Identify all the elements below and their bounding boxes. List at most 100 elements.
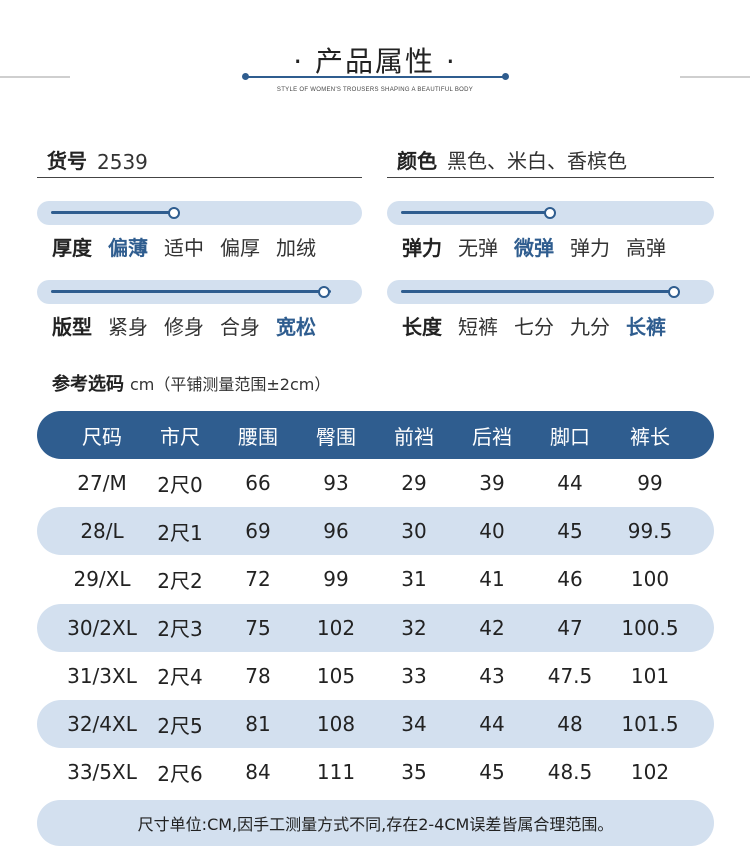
elasticity-label: 弹力 [402, 235, 442, 260]
table-cell: 105 [316, 663, 356, 688]
color-value: 黑色、米白、香槟色 [447, 149, 627, 173]
table-cell: 39 [479, 471, 505, 496]
size-chart-footer-note: 尺寸单位:CM,因手工测量方式不同,存在2-4CM误差皆属合理范围。 [37, 800, 714, 846]
table-cell: 2尺2 [157, 568, 203, 593]
color-label: 颜色 [397, 149, 437, 173]
elasticity-options: 弹力 无弹 微弹 弹力 高弹 [402, 231, 682, 261]
table-cell: 45 [479, 760, 505, 785]
table-cell: 44 [557, 471, 583, 496]
size-chart-note: cm（平铺测量范围±2cm） [130, 375, 331, 394]
length-slider-knob [668, 286, 680, 298]
sku-row: 货号 2539 [37, 148, 362, 178]
elasticity-option-slight: 微弹 [514, 235, 554, 260]
table-cell: 47.5 [547, 663, 593, 688]
table-cell: 43 [479, 663, 505, 688]
table-cell: 46 [557, 567, 583, 592]
elasticity-option-stretch: 弹力 [570, 235, 610, 260]
elasticity-option-none: 无弹 [458, 235, 498, 260]
table-cell: 31 [401, 567, 427, 592]
page-subtitle: STYLE OF WOMEN'S TROUSERS SHAPING A BEAU… [276, 87, 474, 93]
thickness-option-medium: 适中 [164, 235, 204, 260]
elasticity-slider-knob [544, 207, 556, 219]
table-cell: 81 [245, 712, 271, 737]
table-cell: 2尺3 [157, 617, 203, 642]
header-accent-dot-right [502, 73, 509, 80]
length-slider-fill [401, 290, 673, 293]
size-table: 尺码 市尺 腰围 臀围 前裆 后裆 脚口 裤长 27/M 2尺0 66 93 29 39 44 99 28/L 2… [37, 411, 714, 796]
table-cell: 28/L [80, 519, 124, 544]
header-accent-dot-left [242, 73, 249, 80]
length-option-shorts: 短裤 [458, 314, 498, 339]
table-cell: 32/4XL [67, 712, 137, 737]
size-chart-title: 参考选码 [52, 374, 124, 395]
length-option-full: 长裤 [626, 314, 666, 339]
color-row: 颜色 黑色、米白、香槟色 [387, 148, 714, 178]
sku-value: 2539 [97, 150, 148, 174]
thickness-options: 厚度 偏薄 适中 偏厚 加绒 [52, 231, 332, 261]
table-cell: 101.5 [621, 712, 679, 737]
table-row: 33/5XL 2尺6 84 111 35 45 48.5 102 [37, 748, 714, 796]
table-cell: 96 [323, 519, 349, 544]
table-row: 27/M 2尺0 66 93 29 39 44 99 [37, 459, 714, 507]
table-cell: 66 [245, 471, 271, 496]
table-cell: 33 [401, 663, 427, 688]
table-cell: 2尺5 [157, 713, 203, 738]
elasticity-option-high: 高弹 [626, 235, 666, 260]
table-header-cell: 前裆 [394, 424, 434, 449]
table-cell: 78 [245, 663, 271, 688]
table-cell: 48.5 [547, 760, 593, 785]
thickness-option-thick: 偏厚 [220, 235, 260, 260]
table-header-cell: 臀围 [316, 424, 356, 449]
table-cell: 35 [401, 760, 427, 785]
table-cell: 41 [479, 567, 505, 592]
table-row: 31/3XL 2尺4 78 105 33 43 47.5 101 [37, 652, 714, 700]
fit-option-loose: 宽松 [276, 314, 316, 339]
table-cell: 40 [479, 519, 505, 544]
page-title: · 产品属性 · [293, 45, 457, 78]
table-cell: 102 [316, 615, 356, 640]
table-cell: 27/M [77, 471, 127, 496]
table-cell: 45 [557, 519, 583, 544]
table-cell: 2尺0 [157, 472, 203, 497]
table-cell: 30/2XL [67, 615, 137, 640]
table-cell: 2尺4 [157, 665, 203, 690]
table-header-row: 尺码 市尺 腰围 臀围 前裆 后裆 脚口 裤长 [37, 411, 714, 459]
table-cell: 32 [401, 615, 427, 640]
fit-slider-knob [318, 286, 330, 298]
elasticity-slider [387, 201, 714, 225]
table-cell: 72 [245, 567, 271, 592]
table-cell: 84 [245, 760, 271, 785]
header-rule-right [680, 76, 750, 78]
table-cell: 102 [630, 760, 670, 785]
table-cell: 33/5XL [67, 760, 137, 785]
table-cell: 44 [479, 712, 505, 737]
table-header-cell: 腰围 [238, 424, 278, 449]
table-row: 28/L 2尺1 69 96 30 40 45 99.5 [37, 507, 714, 556]
table-cell: 2尺1 [157, 520, 203, 545]
length-option-cropped: 七分 [514, 314, 554, 339]
size-chart-heading: 参考选码 cm（平铺测量范围±2cm） [52, 370, 330, 396]
length-slider [387, 280, 714, 304]
table-row: 30/2XL 2尺3 75 102 32 42 47 100.5 [37, 603, 714, 652]
table-cell: 108 [316, 712, 356, 737]
table-cell: 99.5 [627, 519, 673, 544]
table-cell: 111 [316, 760, 356, 785]
length-option-ankle: 九分 [570, 314, 610, 339]
table-cell: 42 [479, 615, 505, 640]
fit-slider [37, 280, 362, 304]
table-cell: 101 [630, 663, 670, 688]
fit-label: 版型 [52, 314, 92, 339]
table-cell: 75 [245, 615, 271, 640]
header-rule-left [0, 76, 70, 78]
table-cell: 99 [323, 567, 349, 592]
fit-option-regular: 合身 [220, 314, 260, 339]
table-cell: 69 [245, 519, 271, 544]
thickness-slider-knob [168, 207, 180, 219]
length-label: 长度 [402, 314, 442, 339]
elasticity-slider-fill [401, 211, 551, 214]
thickness-slider [37, 201, 362, 225]
fit-option-slim: 修身 [164, 314, 204, 339]
length-options: 长度 短裤 七分 九分 长裤 [402, 310, 682, 340]
fit-slider-fill [51, 290, 331, 293]
table-cell: 2尺6 [157, 761, 203, 786]
